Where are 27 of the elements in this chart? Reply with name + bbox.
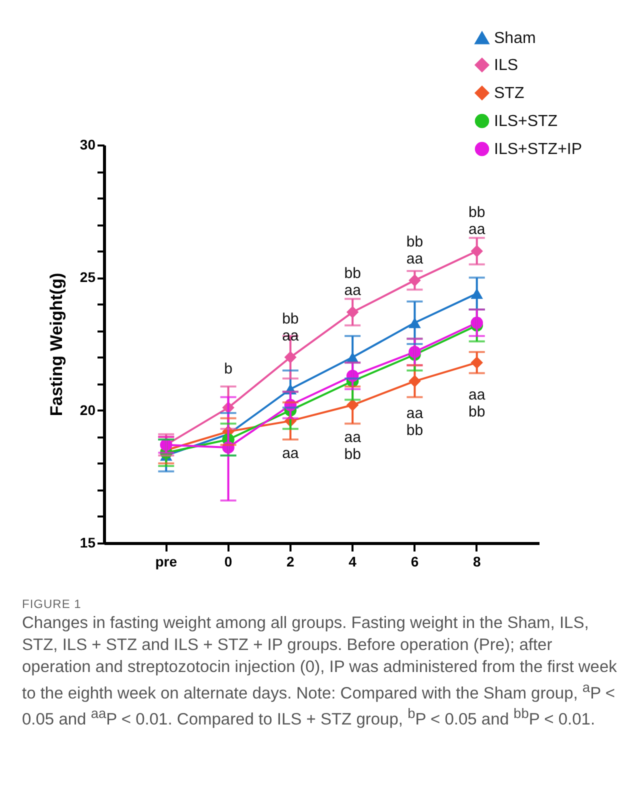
annotation: aa bb: [344, 429, 362, 464]
x-tick-label: 8: [472, 554, 481, 570]
y-tick-label: 15: [80, 534, 96, 550]
legend-label: ILS+STZ: [494, 113, 558, 130]
x-tick-label: pre: [155, 554, 178, 570]
y-tick-label: 20: [80, 402, 96, 418]
caption: FIGURE 1: [22, 597, 82, 611]
legend-label: Sham: [494, 30, 536, 47]
x-tick-label: 4: [348, 554, 357, 570]
legend-label: ILS+STZ+IP: [494, 141, 582, 158]
annotation: aa bb: [406, 405, 424, 440]
y-axis-title: Fasting Weight(g): [46, 272, 66, 416]
x-tick-label: 2: [286, 554, 295, 570]
annotation: bb aa: [344, 265, 362, 300]
x-tick-label: 6: [410, 554, 419, 570]
y-tick-label: 30: [80, 136, 96, 152]
annotation: aa bb: [468, 386, 486, 421]
annotation: b: [224, 360, 232, 378]
annotation: bb aa: [406, 233, 424, 268]
annotation: aa: [282, 444, 300, 462]
legend-label: ILS: [494, 57, 518, 74]
y-tick-label: 25: [80, 269, 96, 286]
legend-label: STZ: [494, 85, 524, 102]
annotation: bb aa: [468, 204, 486, 238]
x-tick-label: 0: [224, 554, 232, 570]
text: Changes in fasting weight among all groups. Fasting weight in the Sham, ILS, STZ, ILS + STZ and ILS + STZ + IP groups. Before operation (Pre); after operation and streptozotocin injection (0), IP was administered from the first week to the eighth week on alternate days. Note: Compared with the Sham group, $^{a}$P < 0.05 and $^{aa}$P < 0.01. Compared to ILS + STZ group, $^{b}$P < 0.05 and $^{bb}$P < 0.01.: [22, 614, 617, 729]
annotation: bb aa: [282, 310, 300, 344]
